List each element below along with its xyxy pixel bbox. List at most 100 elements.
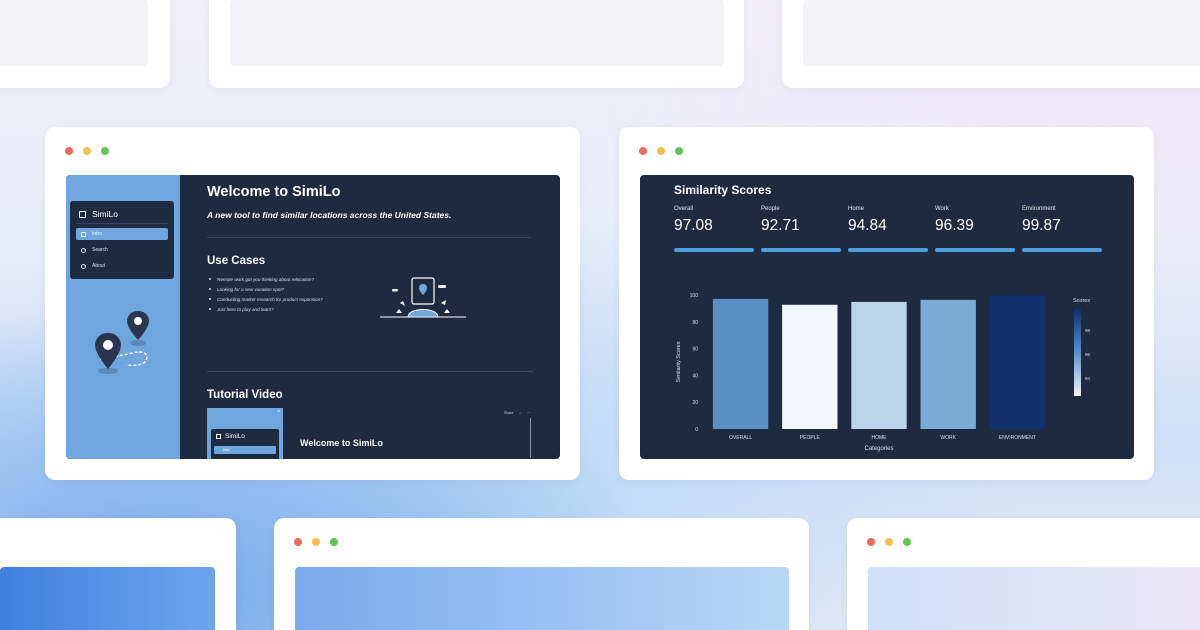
- page-title: Similarity Scores: [674, 183, 772, 197]
- window-placeholder: [230, 0, 724, 66]
- sidebar-item-label: Search: [92, 247, 108, 253]
- maximize-dot-icon[interactable]: [903, 538, 911, 546]
- minimize-dot-icon[interactable]: [657, 147, 665, 155]
- bar: [782, 304, 838, 429]
- metric-bar: [674, 248, 754, 252]
- colorbar-title: Scores: [1073, 298, 1090, 304]
- sidebar-menu: SimiLo Intro Search About: [70, 201, 174, 279]
- y-tick-label: 0: [695, 427, 698, 433]
- video-menu-item: Intro: [214, 446, 276, 454]
- metric-value: 97.08: [674, 217, 713, 234]
- metric-bar: [761, 248, 841, 252]
- search-icon: [81, 247, 86, 253]
- about-icon: [81, 263, 86, 269]
- star-icon[interactable]: ☆: [518, 411, 522, 415]
- window-controls: [867, 538, 911, 546]
- video-close-icon: ×: [277, 409, 280, 415]
- close-dot-icon[interactable]: [65, 147, 73, 155]
- y-tick-label: 40: [692, 373, 698, 379]
- bar: [851, 301, 907, 429]
- colorbar: [1074, 309, 1081, 396]
- sidebar: SimiLo Intro Search About: [66, 175, 180, 459]
- sidebar-item-about[interactable]: About: [76, 260, 168, 272]
- app-screen: Similarity Scores Overall 97.08 People 9…: [640, 175, 1134, 459]
- app-logo: SimiLo: [79, 209, 118, 219]
- sidebar-item-label: About: [92, 263, 106, 269]
- window-placeholder: [868, 567, 1200, 630]
- minimize-dot-icon[interactable]: [312, 538, 320, 546]
- phone-travel-illustration: [380, 277, 466, 318]
- sidebar-item-label: Intro: [92, 231, 103, 237]
- metric-work: Work 96.39: [935, 206, 1015, 235]
- map-pins-icon: [95, 311, 149, 374]
- colorbar-tick-label: 94: [1085, 376, 1091, 381]
- window-controls: [65, 147, 109, 155]
- window-placeholder: [0, 567, 215, 630]
- info-icon: [81, 231, 86, 237]
- metric-bar: [848, 248, 928, 252]
- metric-value: 99.87: [1022, 217, 1061, 234]
- bar: [989, 295, 1046, 429]
- colorbar-tick-label: 98: [1085, 328, 1091, 333]
- colorbar-tick-label: 96: [1085, 352, 1091, 357]
- window-controls: [294, 538, 338, 546]
- similarity-bar-chart: 0 20 40 60 80 100 Similarity Scores OVERALL PEOP…: [676, 293, 1091, 452]
- background-window-bottom-right: [847, 518, 1200, 630]
- list-item: Looking for a new vacation spot?: [209, 284, 323, 294]
- metric-home: Home 94.84: [848, 206, 928, 235]
- y-tick-label: 100: [690, 293, 699, 299]
- divider: [207, 371, 533, 372]
- maximize-dot-icon[interactable]: [675, 147, 683, 155]
- metric-value: 96.39: [935, 217, 974, 234]
- video-app-name: SimiLo: [225, 433, 245, 440]
- metric-value: 92.71: [761, 217, 800, 234]
- x-tick-label: WORK: [940, 435, 956, 441]
- logo-icon: [216, 434, 221, 439]
- video-scrollbar[interactable]: [530, 418, 531, 458]
- metric-people: People 92.71: [761, 206, 841, 235]
- background-window-top-center: [209, 0, 744, 88]
- similarity-scores-window: Similarity Scores Overall 97.08 People 9…: [619, 127, 1154, 480]
- x-tick-label: ENVIRONMENT: [999, 435, 1036, 441]
- background-window-bottom-center: [274, 518, 809, 630]
- video-sidebar-menu: SimiLo Intro: [211, 429, 279, 459]
- x-tick-label: PEOPLE: [800, 435, 821, 441]
- y-tick-label: 80: [692, 320, 698, 326]
- page-subtitle: A new tool to find similar locations acr…: [207, 210, 452, 220]
- logo-icon: [79, 210, 86, 218]
- metric-overall: Overall 97.08: [674, 206, 754, 235]
- maximize-dot-icon[interactable]: [101, 147, 109, 155]
- list-item: Just here to play and learn?: [209, 304, 323, 314]
- divider: [207, 237, 531, 238]
- close-dot-icon[interactable]: [867, 538, 875, 546]
- maximize-dot-icon[interactable]: [330, 538, 338, 546]
- background-window-bottom-left: [0, 518, 236, 630]
- metric-label: Home: [848, 206, 865, 212]
- metric-environment: Environment 99.87: [1022, 206, 1102, 235]
- list-item: Remote work got you thinking about reloc…: [209, 274, 323, 284]
- minimize-dot-icon[interactable]: [885, 538, 893, 546]
- use-cases-list: Remote work got you thinking about reloc…: [209, 274, 323, 314]
- background-window-top-left: [0, 0, 170, 88]
- app-screen: SimiLo Intro Search About: [66, 175, 560, 459]
- y-axis-title: Similarity Scores: [676, 341, 682, 382]
- sidebar-item-search[interactable]: Search: [76, 244, 168, 256]
- tutorial-heading: Tutorial Video: [207, 389, 283, 401]
- video-title: Welcome to SimiLo: [300, 438, 383, 448]
- y-tick-label: 20: [692, 400, 698, 406]
- background-window-top-right: [782, 0, 1200, 88]
- x-tick-label: OVERALL: [729, 435, 752, 441]
- video-toolbar: Share ☆ ⋯: [504, 411, 530, 415]
- sidebar-item-intro[interactable]: Intro: [76, 228, 168, 240]
- main-content: Welcome to SimiLo A new tool to find sim…: [180, 175, 560, 459]
- tutorial-video[interactable]: × SimiLo Intro: [207, 408, 283, 459]
- window-controls: [639, 147, 683, 155]
- metric-label: Environment: [1022, 206, 1056, 212]
- more-icon[interactable]: ⋯: [526, 411, 530, 415]
- metric-label: People: [761, 206, 780, 212]
- x-tick-label: HOME: [872, 435, 888, 441]
- share-label[interactable]: Share: [504, 411, 514, 415]
- close-dot-icon[interactable]: [294, 538, 302, 546]
- close-dot-icon[interactable]: [639, 147, 647, 155]
- minimize-dot-icon[interactable]: [83, 147, 91, 155]
